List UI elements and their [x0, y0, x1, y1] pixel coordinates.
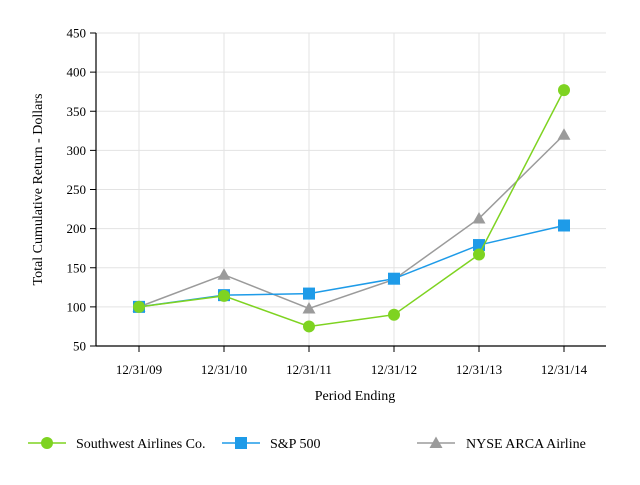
series-line: [138, 134, 565, 310]
data-point: [303, 287, 315, 300]
axes: [90, 32, 606, 352]
y-tick-label: 200: [67, 221, 87, 236]
x-tick-label: 12/31/11: [286, 362, 332, 377]
legend-marker: [41, 437, 53, 449]
data-point: [217, 268, 231, 280]
x-tick-label: 12/31/10: [201, 362, 247, 377]
y-tick-label: 50: [73, 339, 86, 354]
data-point: [557, 128, 571, 140]
data-point: [388, 308, 400, 321]
grid: [96, 32, 606, 346]
tick-labels: 50 100 150 200 250 300 350 400 450 12/31/09 12/31/…: [67, 26, 588, 378]
data-point: [472, 211, 486, 224]
data-point: [218, 289, 230, 302]
series-line: [138, 89, 565, 328]
data-point: [303, 320, 315, 333]
data-point: [558, 84, 570, 97]
x-tick-label: 12/31/12: [371, 362, 417, 377]
data-point: [388, 272, 400, 285]
y-tick-label: 300: [67, 143, 87, 158]
y-tick-label: 350: [67, 104, 87, 119]
y-tick-label: 150: [67, 260, 87, 275]
legend-marker: [429, 436, 443, 448]
legend-label: S&P 500: [270, 437, 320, 452]
y-tick-label: 100: [67, 299, 87, 314]
series-circle: [133, 84, 570, 333]
x-tick-label: 12/31/13: [456, 362, 502, 377]
x-tick-label: 12/31/09: [116, 362, 162, 377]
legend-marker: [235, 437, 247, 449]
legend-item: NYSE ARCA Airline: [417, 436, 586, 452]
legend: Southwest Airlines Co. S&P 500 NYSE ARCA A…: [28, 436, 586, 452]
series: [132, 84, 571, 333]
y-tick-label: 400: [67, 65, 87, 80]
y-axis-title: Total Cumulative Return - Dollars: [31, 94, 46, 286]
legend-label: NYSE ARCA Airline: [466, 437, 586, 452]
y-tick-label: 250: [67, 182, 87, 197]
legend-item: S&P 500: [222, 437, 320, 452]
data-point: [473, 248, 485, 261]
legend-item: Southwest Airlines Co.: [28, 437, 206, 452]
x-axis-title: Period Ending: [315, 389, 396, 404]
data-point: [133, 300, 145, 313]
legend-label: Southwest Airlines Co.: [76, 437, 206, 452]
x-tick-label: 12/31/14: [541, 362, 588, 377]
data-point: [302, 301, 316, 314]
y-tick-label: 450: [67, 26, 87, 41]
data-point: [558, 219, 570, 232]
